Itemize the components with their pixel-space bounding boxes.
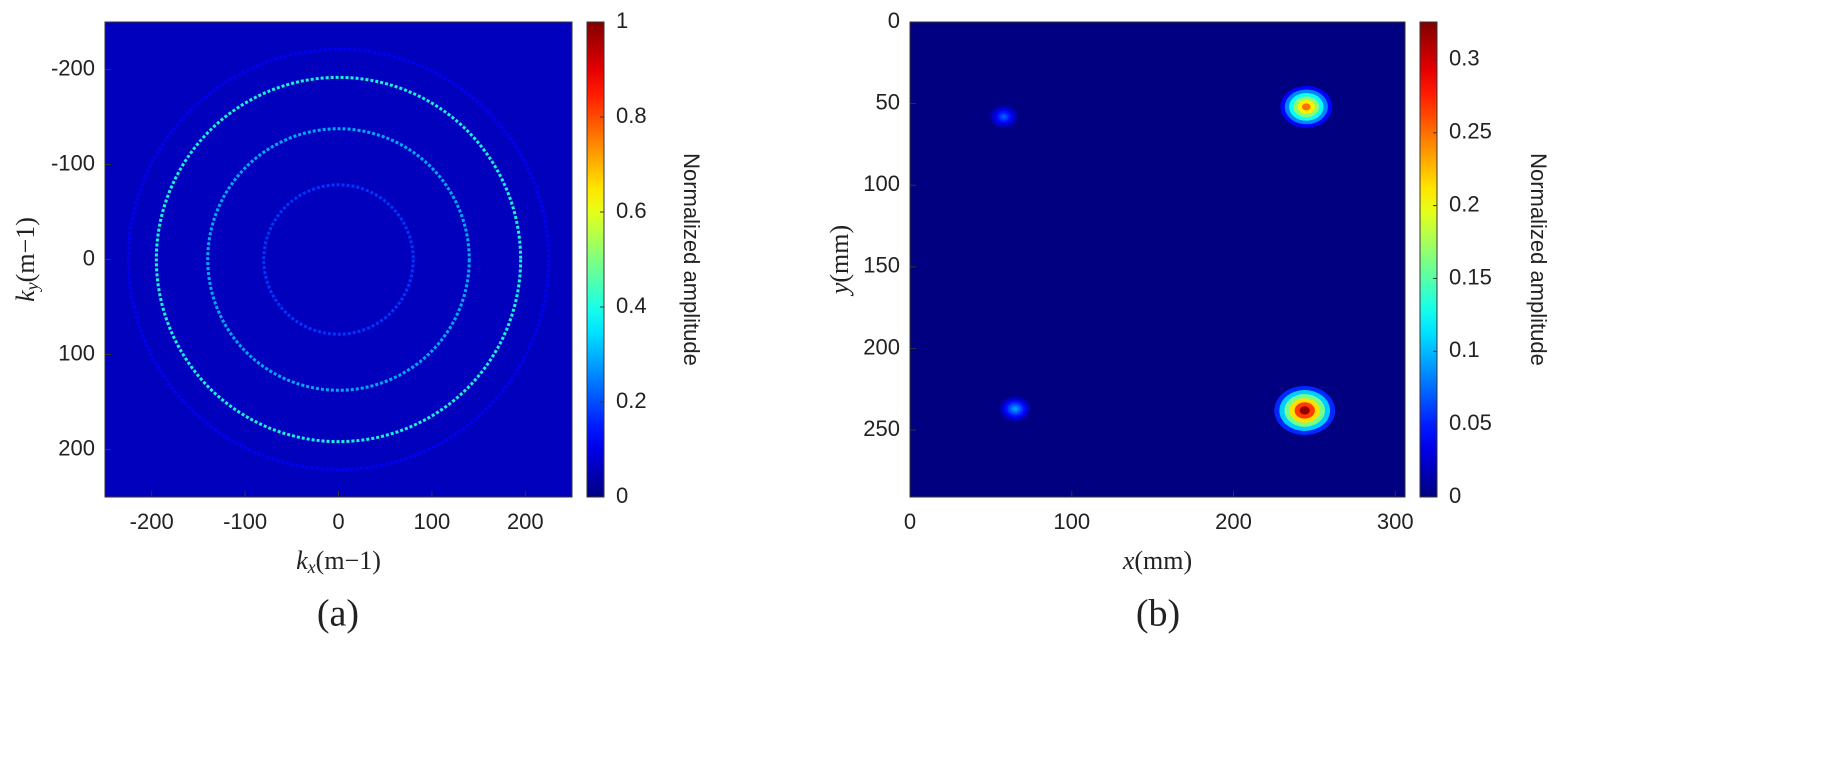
panel-caption: (b): [1136, 593, 1180, 635]
plot-background: [105, 22, 572, 497]
axis-label-var: x: [1122, 546, 1135, 575]
axis-label-sub: x: [307, 557, 316, 577]
y-tick-label: 50: [876, 89, 900, 114]
axis-label-unit: (m−1): [316, 546, 381, 575]
colorbar: [1419, 21, 1438, 498]
y-tick-label: 150: [863, 253, 900, 278]
colorbar-tick-label: 1: [616, 8, 628, 33]
x-tick-label: 100: [1053, 509, 1090, 534]
colorbar-tick-label: 0.2: [1449, 191, 1480, 216]
x-tick-label: 100: [414, 509, 451, 534]
colorbar-tick-label: 0.15: [1449, 264, 1492, 289]
colorbar-tick-label: 0.05: [1449, 410, 1492, 435]
axis-label: kx(m−1): [296, 546, 381, 577]
axis-label-unit: (mm): [1134, 546, 1192, 575]
ring: [154, 75, 523, 444]
x-tick-label: -100: [223, 509, 267, 534]
y-tick-label: 250: [863, 416, 900, 441]
axis-label: y(mm): [825, 225, 854, 297]
ring: [262, 183, 415, 336]
plot-area: [989, 85, 1336, 436]
y-tick-label: 200: [863, 334, 900, 359]
colorbar-label: Normalized amplitude: [1526, 153, 1551, 366]
axis-label-unit: (mm): [825, 225, 854, 283]
y-tick-label: -200: [51, 55, 95, 80]
plot-background: [910, 22, 1405, 497]
colorbar-tick-label: 0.3: [1449, 46, 1480, 71]
axis-label-var: k: [296, 546, 308, 575]
colorbar-tick-label: 0.2: [616, 388, 647, 413]
colorbar-label: Normalized amplitude: [679, 153, 704, 366]
colorbar-tick-label: 0: [616, 483, 628, 508]
y-tick-label: 200: [58, 435, 95, 460]
axis-label: ky(m−1): [11, 217, 42, 302]
colorbar: [586, 21, 605, 498]
y-tick-label: -100: [51, 150, 95, 175]
x-tick-label: 200: [507, 509, 544, 534]
x-tick-label: 300: [1377, 509, 1414, 534]
y-tick-label: 100: [58, 340, 95, 365]
axis-label: x(mm): [1122, 546, 1192, 575]
x-tick-label: -200: [130, 509, 174, 534]
axis-label-unit: (m−1): [11, 217, 40, 282]
colorbar-tick-label: 0.6: [616, 198, 647, 223]
y-tick-label: 0: [83, 245, 95, 270]
colorbar-tick-label: 0.4: [616, 293, 647, 318]
colorbar-tick-label: 0.25: [1449, 119, 1492, 144]
axis-label-var: k: [11, 290, 40, 302]
x-tick-label: 0: [332, 509, 344, 534]
hot-spot-level: [1001, 114, 1007, 119]
hot-spot-level: [1302, 103, 1311, 111]
hot-spot-level: [1012, 406, 1018, 411]
y-tick-label: 0: [888, 8, 900, 33]
x-tick-label: 200: [1215, 509, 1252, 534]
axis-label-var: y: [825, 282, 854, 297]
axis-label-sub: y: [22, 282, 42, 292]
x-tick-label: 0: [904, 509, 916, 534]
ring: [126, 47, 551, 472]
colorbar-tick-label: 0.1: [1449, 337, 1480, 362]
hot-spot-level: [1299, 406, 1310, 415]
hot-spot: [989, 105, 1019, 129]
panel-caption: (a): [317, 593, 359, 635]
colorbar-tick-label: 0: [1449, 483, 1461, 508]
colorbar-tick-label: 0.8: [616, 103, 647, 128]
hot-spot: [999, 396, 1031, 422]
plot-area: [126, 47, 551, 472]
hot-spot: [1274, 385, 1336, 436]
ring: [206, 127, 471, 392]
hot-spot: [1280, 85, 1333, 128]
plot-frame: [909, 21, 1406, 498]
y-tick-label: 100: [863, 171, 900, 196]
